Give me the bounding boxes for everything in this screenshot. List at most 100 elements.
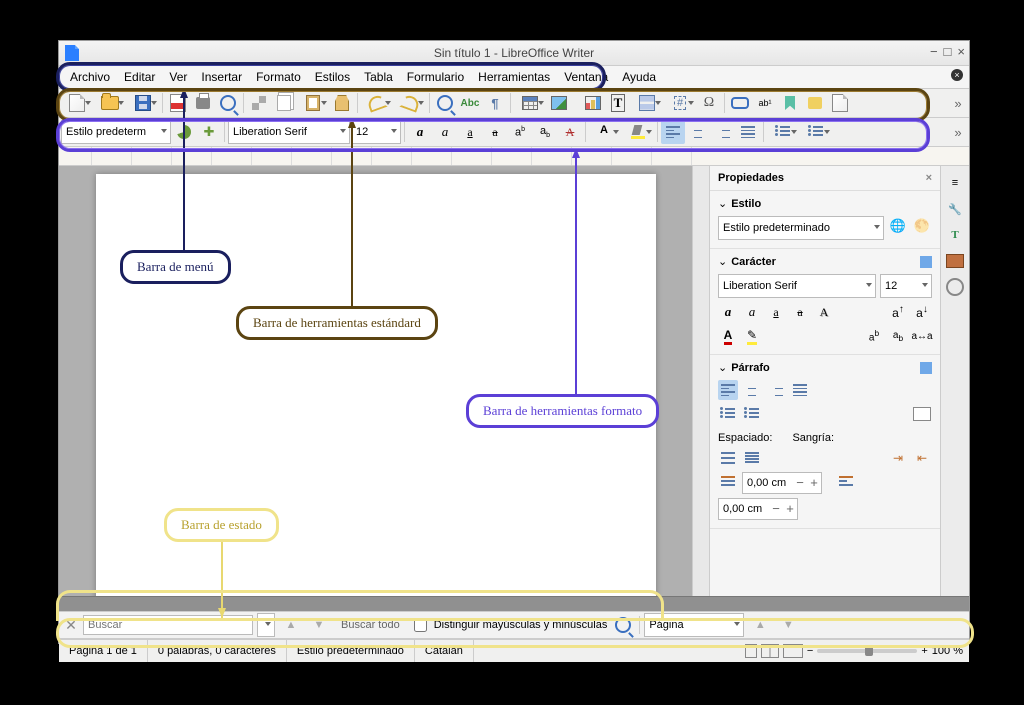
panel-close-icon[interactable]: × (926, 172, 932, 184)
grow-font-button[interactable]: a↑ (888, 302, 908, 322)
toolbar-overflow-icon[interactable]: » (949, 96, 967, 111)
dec-indent-button[interactable]: ⇤ (912, 448, 932, 468)
sidebar-font-combo[interactable]: Liberation Serif (718, 274, 876, 298)
italic-button[interactable]: a (433, 120, 457, 144)
number-list-button[interactable] (742, 404, 762, 424)
sidebar-tab-styles[interactable]: T (944, 224, 966, 246)
minus-button[interactable]: − (769, 500, 783, 518)
subscript-button[interactable]: ab (533, 120, 557, 144)
find-button[interactable] (433, 91, 457, 115)
strikethrough-button[interactable]: a (483, 120, 507, 144)
view-multi-icon[interactable] (761, 644, 779, 658)
paragraph-style-combo[interactable]: Estilo predeterm (61, 120, 171, 144)
insert-image-button[interactable] (547, 91, 571, 115)
status-language[interactable]: Catalán (415, 640, 474, 662)
close-button[interactable]: × (957, 44, 965, 59)
vertical-scrollbar[interactable] (692, 166, 709, 596)
highlight-color-button[interactable] (622, 120, 654, 144)
minimize-button[interactable]: − (930, 44, 938, 59)
nav-next-button[interactable]: ▼ (776, 613, 800, 637)
bold-button[interactable]: a (408, 120, 432, 144)
underline-button[interactable]: a (766, 302, 786, 322)
insert-textbox-button[interactable]: T (606, 91, 630, 115)
zoom-out-button[interactable]: − (807, 645, 813, 657)
update-style-button[interactable] (172, 120, 196, 144)
insert-comment-button[interactable] (803, 91, 827, 115)
status-words[interactable]: 0 palabras, 0 caracteres (148, 640, 287, 662)
menu-insertar[interactable]: Insertar (194, 67, 249, 87)
status-style[interactable]: Estilo predeterminado (287, 640, 415, 662)
redo-button[interactable] (394, 91, 426, 115)
align-left-button[interactable] (661, 120, 685, 144)
find-all-button[interactable]: Buscar todo (335, 615, 406, 635)
update-style-button[interactable]: 🌐 (888, 216, 908, 236)
status-zoom-value[interactable]: 100 % (932, 645, 963, 657)
horizontal-scrollbar[interactable] (59, 596, 969, 611)
subscript-button[interactable]: ab (888, 326, 908, 346)
space-above-input[interactable]: −+ (742, 472, 822, 494)
menu-formato[interactable]: Formato (249, 67, 308, 87)
indent-left-value[interactable] (719, 503, 769, 515)
undo-button[interactable] (361, 91, 393, 115)
spellcheck-button[interactable]: Abc (458, 91, 482, 115)
insert-symbol-button[interactable]: Ω (697, 91, 721, 115)
view-single-icon[interactable] (745, 644, 757, 658)
nav-prev-button[interactable]: ▲ (748, 613, 772, 637)
chevron-down-icon[interactable]: ⌄ (718, 255, 727, 268)
sidebar-tab-gallery[interactable] (944, 250, 966, 272)
edit-style-button[interactable]: 🌕 (912, 216, 932, 236)
zoom-knob[interactable] (865, 646, 873, 656)
menu-formulario[interactable]: Formulario (400, 67, 471, 87)
sidebar-tab-properties[interactable]: 🔧 (944, 198, 966, 220)
font-color-button[interactable]: A (718, 326, 738, 346)
insert-hyperlink-button[interactable] (728, 91, 752, 115)
menu-editar[interactable]: Editar (117, 67, 162, 87)
char-spacing-button[interactable]: a↔a (912, 326, 932, 346)
navigate-by-combo[interactable]: Página (644, 613, 744, 637)
font-size-combo[interactable]: 12 (351, 120, 401, 144)
bold-button[interactable]: a (718, 302, 738, 322)
search-history-dropdown[interactable] (257, 613, 275, 637)
bullet-list-button[interactable] (767, 120, 799, 144)
find-replace-button[interactable] (611, 613, 635, 637)
clear-format-button[interactable]: A (558, 120, 582, 144)
find-next-button[interactable]: ▼ (307, 613, 331, 637)
track-changes-button[interactable] (828, 91, 852, 115)
inc-indent-button[interactable]: ⇥ (888, 448, 908, 468)
open-button[interactable] (94, 91, 126, 115)
page-area[interactable] (59, 166, 692, 596)
align-right-button[interactable] (766, 380, 786, 400)
search-input[interactable] (83, 615, 253, 635)
menu-ver[interactable]: Ver (162, 67, 194, 87)
export-pdf-button[interactable] (166, 91, 190, 115)
new-button[interactable] (61, 91, 93, 115)
menu-herramientas[interactable]: Herramientas (471, 67, 557, 87)
menu-estilos[interactable]: Estilos (308, 67, 357, 87)
horizontal-ruler[interactable] (59, 147, 969, 166)
menu-tabla[interactable]: Tabla (357, 67, 400, 87)
insert-bookmark-button[interactable] (778, 91, 802, 115)
align-right-button[interactable] (711, 120, 735, 144)
align-center-button[interactable] (742, 380, 762, 400)
chevron-down-icon[interactable]: ⌄ (718, 197, 727, 210)
cut-button[interactable] (247, 91, 271, 115)
align-justify-button[interactable] (736, 120, 760, 144)
highlight-button[interactable]: ✎ (742, 326, 762, 346)
insert-table-button[interactable] (514, 91, 546, 115)
number-list-button[interactable] (800, 120, 832, 144)
underline-button[interactable]: a (458, 120, 482, 144)
insert-chart-button[interactable] (581, 91, 605, 115)
bullet-list-button[interactable] (718, 404, 738, 424)
print-button[interactable] (191, 91, 215, 115)
sidebar-tab-navigator[interactable] (944, 276, 966, 298)
align-left-button[interactable] (718, 380, 738, 400)
new-style-button[interactable]: ✚ (197, 120, 221, 144)
bg-color-button[interactable] (912, 404, 932, 424)
clone-format-button[interactable] (330, 91, 354, 115)
chevron-down-icon[interactable]: ⌄ (718, 361, 727, 374)
zoom-slider[interactable] (817, 649, 917, 653)
align-justify-button[interactable] (790, 380, 810, 400)
formatting-marks-button[interactable]: ¶ (483, 91, 507, 115)
sidebar-size-combo[interactable]: 12 (880, 274, 932, 298)
superscript-button[interactable]: ab (508, 120, 532, 144)
